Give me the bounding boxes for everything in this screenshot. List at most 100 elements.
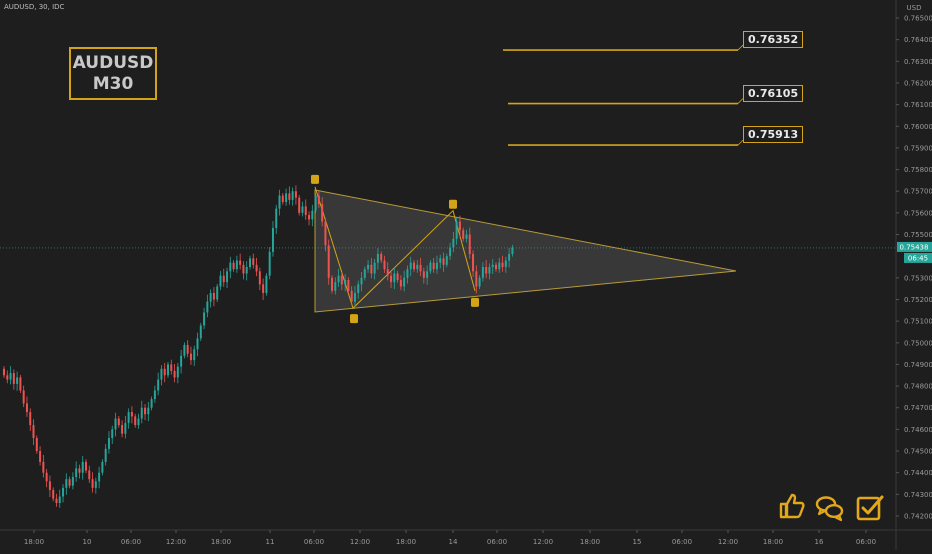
candle-body: [45, 472, 48, 482]
price-tick-label: 0.74600: [904, 426, 932, 434]
candle-body: [42, 461, 45, 473]
candle-body: [12, 373, 15, 384]
symbol-header: AUDUSD, 30, IDC: [4, 3, 65, 11]
time-tick-label: 14: [449, 538, 458, 546]
candle-body: [337, 275, 340, 283]
candle-body: [196, 338, 199, 350]
pattern-point-marker: [311, 174, 319, 184]
comments-icon[interactable]: [815, 493, 845, 523]
candle-body: [94, 481, 97, 488]
target-price-tag-1: 0.76352: [743, 31, 804, 49]
candle-body: [258, 271, 261, 285]
thumbs-up-icon[interactable]: [777, 491, 807, 521]
candle-body: [242, 264, 245, 274]
candle-body: [147, 407, 150, 415]
price-tick-label: 0.76000: [904, 123, 932, 131]
price-tick-label: 0.75200: [904, 296, 932, 304]
candle-body: [445, 256, 448, 265]
timeframe-label: M30: [92, 74, 134, 94]
time-tick-label: 18:00: [763, 538, 783, 546]
time-tick-label: 06:00: [121, 538, 141, 546]
price-tick-label: 0.75500: [904, 231, 932, 239]
target-price-tag-3: 0.75913: [743, 126, 804, 144]
target-connector: [737, 139, 744, 146]
candle-body: [285, 193, 288, 203]
candle-body: [232, 262, 235, 270]
triangle-shape: [314, 189, 737, 313]
candle-body: [137, 418, 140, 426]
candle-body: [390, 275, 393, 283]
candle-body: [52, 490, 55, 499]
candle-body: [370, 264, 373, 274]
candle-body: [350, 290, 353, 302]
candle-body: [55, 498, 58, 504]
candle-body: [308, 215, 311, 220]
checkbox-icon[interactable]: [855, 493, 885, 523]
candle-body: [265, 275, 268, 293]
time-tick-label: 12:00: [718, 538, 738, 546]
candle-body: [498, 262, 501, 270]
countdown-badge: [904, 252, 932, 263]
candle-body: [485, 267, 488, 274]
candle-body: [163, 368, 166, 376]
candle-body: [301, 206, 304, 213]
candle-body: [104, 448, 107, 462]
time-tick-label: 18:00: [396, 538, 416, 546]
candles: [3, 185, 514, 508]
candle-body: [465, 234, 468, 239]
price-tick-label: 0.74300: [904, 491, 932, 499]
candle-body: [311, 210, 314, 220]
candle-body: [393, 273, 396, 283]
candle-body: [508, 254, 511, 261]
price-axis[interactable]: USD 0.76500 0.76400 0.76300 0.76200 0.76100 0.…: [896, 4, 932, 521]
candle-body: [439, 258, 442, 263]
candle-body: [271, 228, 274, 252]
candle-body: [491, 264, 494, 267]
candle-body: [373, 262, 376, 274]
price-tick-label: 0.76200: [904, 79, 932, 87]
candle-body: [216, 286, 219, 300]
candle-body: [3, 368, 5, 376]
target-connector: [737, 98, 744, 104]
candle-body: [25, 403, 28, 413]
zigzag-line: [314, 186, 476, 310]
candle-body: [235, 260, 238, 270]
price-tick-label: 0.74700: [904, 404, 932, 412]
candle-body: [176, 366, 179, 378]
time-tick-label: 18:00: [580, 538, 600, 546]
candle-body: [167, 364, 169, 376]
time-axis[interactable]: 18:00 10 06:00 12:00 18:00 11 06:00 12:00 18:00 1…: [24, 530, 876, 546]
price-tick-label: 0.74800: [904, 383, 932, 391]
price-tick-label: 0.75800: [904, 166, 932, 174]
candle-body: [245, 267, 248, 274]
candle-body: [426, 271, 429, 278]
time-tick-label: 18:00: [211, 538, 231, 546]
candle-body: [353, 292, 356, 302]
candle-body: [462, 230, 465, 239]
candle-body: [91, 479, 94, 488]
candle-body: [278, 195, 281, 209]
time-tick-label: 06:00: [304, 538, 324, 546]
candle-body: [65, 479, 68, 488]
candle-body: [363, 269, 366, 278]
candle-body: [314, 195, 317, 211]
candle-body: [317, 195, 320, 205]
candle-body: [419, 264, 422, 272]
time-tick-label: 12:00: [533, 538, 553, 546]
candle-body: [144, 407, 147, 415]
candle-body: [29, 412, 32, 426]
candle-body: [62, 487, 65, 497]
price-tick-label: 0.75300: [904, 274, 932, 282]
candle-body: [117, 418, 120, 426]
price-tick-label: 0.74500: [904, 448, 932, 456]
target-connector: [737, 44, 744, 51]
candle-body: [360, 277, 363, 285]
candle-body: [39, 451, 42, 462]
candle-body: [455, 221, 458, 239]
candle-body: [75, 468, 78, 478]
candle-body: [219, 275, 222, 287]
candle-body: [481, 267, 484, 278]
